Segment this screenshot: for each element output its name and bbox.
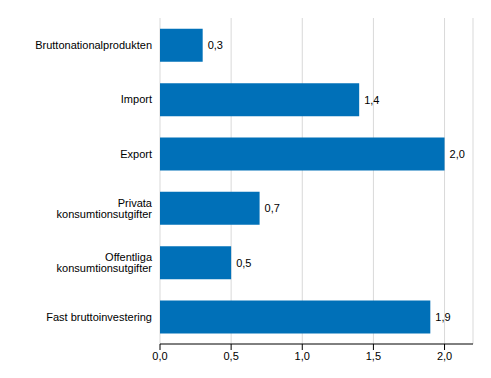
svg-text:Bruttonationalprodukten: Bruttonationalprodukten [35, 39, 152, 51]
svg-text:0,5: 0,5 [223, 350, 238, 362]
svg-text:1,4: 1,4 [364, 94, 379, 106]
svg-text:0,0: 0,0 [152, 350, 167, 362]
svg-text:2,0: 2,0 [437, 350, 452, 362]
svg-text:2,0: 2,0 [450, 148, 465, 160]
svg-text:1,9: 1,9 [435, 311, 450, 323]
svg-text:Offentligakonsumtionsutgifter: Offentligakonsumtionsutgifter [57, 251, 153, 274]
svg-text:Export: Export [120, 148, 152, 160]
svg-text:0,7: 0,7 [265, 202, 280, 214]
svg-text:Privatakonsumtionsutgifter: Privatakonsumtionsutgifter [57, 197, 153, 220]
svg-text:1,0: 1,0 [295, 350, 310, 362]
svg-text:Fast bruttoinvestering: Fast bruttoinvestering [46, 311, 152, 323]
svg-text:1,5: 1,5 [366, 350, 381, 362]
svg-text:0,3: 0,3 [208, 39, 223, 51]
svg-text:Import: Import [121, 93, 152, 105]
svg-text:0,5: 0,5 [236, 257, 251, 269]
